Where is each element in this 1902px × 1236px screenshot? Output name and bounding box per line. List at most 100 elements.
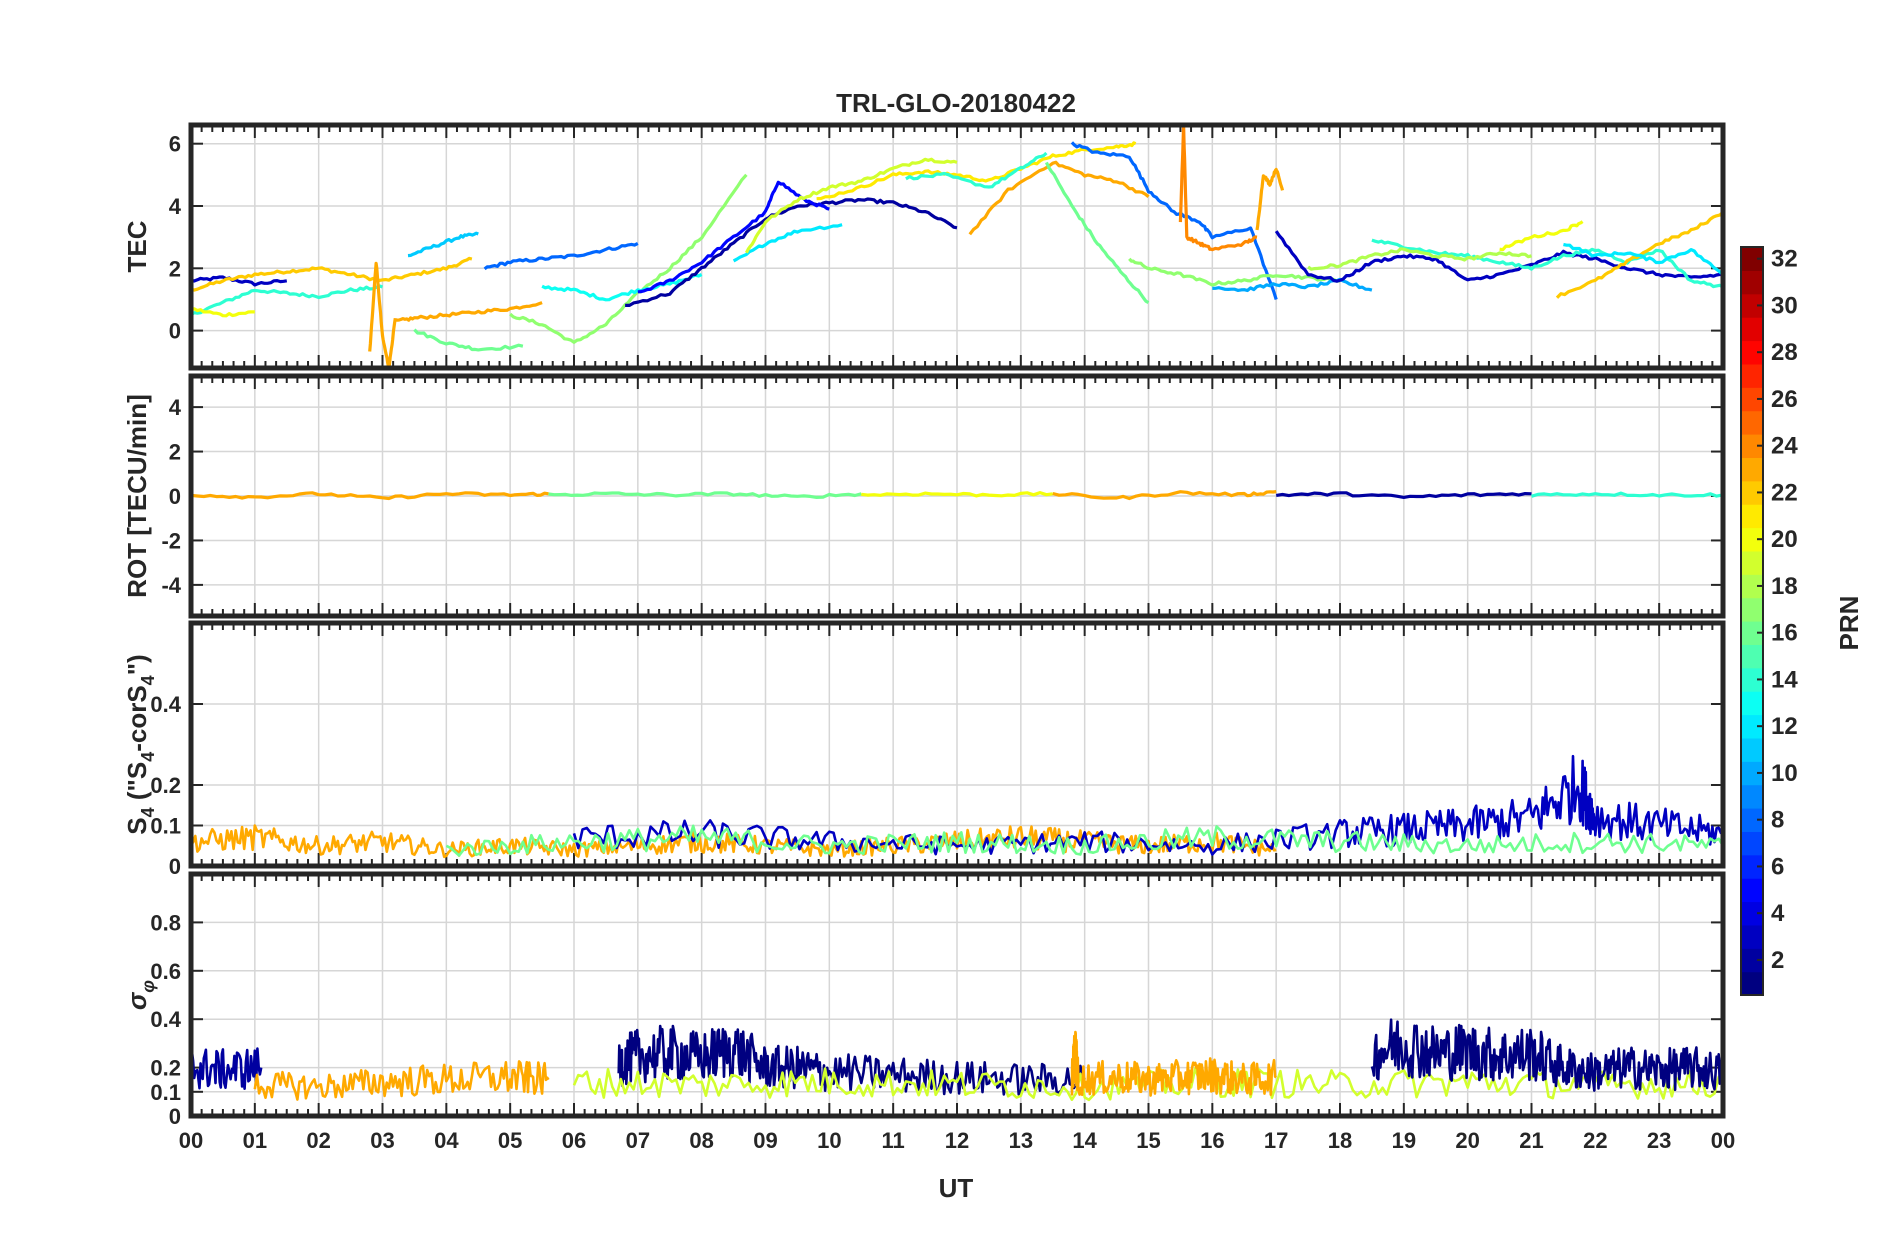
x-tick-label: 02: [306, 1128, 330, 1153]
colorbar-swatch: [1741, 550, 1763, 575]
series-line-prn-13: [541, 273, 703, 302]
colorbar-swatch: [1741, 924, 1763, 949]
y-axis-label: σφ: [122, 980, 158, 1010]
y-tick-label: 0.6: [150, 959, 181, 984]
colorbar-swatch: [1741, 597, 1763, 622]
series-line-prn-16: [445, 824, 1723, 857]
panel-rot: -4 -2 0 2 4 ROT [TECU/min]: [122, 373, 1726, 619]
panel-sigma: 00.10.2 0.4 0.6 0.8 σφ: [122, 871, 1726, 1129]
colorbar-swatch: [1741, 434, 1763, 458]
colorbar-tick-label: 22: [1771, 479, 1798, 506]
series-line-prn-14: [905, 151, 1048, 189]
x-tick-label: 05: [498, 1128, 522, 1153]
colorbar-swatch: [1741, 340, 1763, 365]
panel-data: [191, 754, 1723, 859]
series-line-prn-8: [483, 241, 639, 271]
series-line-prn-5: [637, 180, 830, 294]
colorbar-swatch: [1741, 691, 1763, 716]
series-line-prn-20: [861, 491, 1054, 498]
y-tick-label: -2: [161, 528, 181, 553]
colorbar-swatch: [1741, 480, 1763, 505]
series-line-prn-16: [1044, 161, 1150, 305]
series-line-prn-24: [1178, 125, 1258, 252]
series-line-prn-23: [191, 824, 1277, 859]
panel-data: [191, 490, 1723, 501]
colorbar-swatch: [1741, 621, 1763, 645]
series-line-prn-20: [191, 307, 255, 318]
series-line-prn-22: [191, 256, 473, 292]
x-tick-label: 23: [1647, 1128, 1671, 1153]
panel-tec: 0 2 4 6 TEC: [122, 122, 1726, 371]
colorbar-swatch: [1741, 363, 1763, 388]
series-line-prn-23: [968, 160, 1150, 236]
x-tick-label: 20: [1455, 1128, 1479, 1153]
series-line-prn-8: [1070, 141, 1278, 300]
y-axis-label: TEC: [122, 220, 152, 272]
series-line-prn-12: [732, 223, 843, 263]
series-line-prn-2: [1275, 491, 1532, 499]
colorbar-swatch: [1741, 667, 1763, 692]
series-line-prn-20: [1499, 220, 1584, 252]
y-tick-label: 0.4: [150, 1007, 181, 1032]
series-line-prn-23: [1255, 167, 1285, 231]
series-line-prn-14: [1371, 238, 1723, 289]
series-line-prn-21: [816, 141, 1137, 201]
colorbar-tick-label: 2: [1771, 947, 1784, 974]
y-tick-label: 6: [169, 132, 181, 157]
series-line-prn-17: [1128, 257, 1341, 287]
axes-box: [188, 871, 1726, 1119]
colorbar-swatch: [1741, 527, 1763, 552]
colorbar-tick-label: 20: [1771, 526, 1798, 553]
colorbar-swatch: [1741, 387, 1763, 412]
x-tick-label: 09: [753, 1128, 777, 1153]
series-line-prn-1: [617, 1024, 1086, 1096]
colorbar-tick-label: 30: [1771, 292, 1798, 319]
series-line-prn-23: [368, 261, 397, 368]
y-tick-label: 0: [169, 484, 181, 509]
x-tick-label: 16: [1200, 1128, 1224, 1153]
chart-title: TRL-GLO-20180422: [836, 88, 1076, 118]
x-tick-label: 19: [1392, 1128, 1416, 1153]
colorbar-swatch: [1741, 270, 1763, 295]
series-line-prn-12: [1563, 242, 1723, 276]
x-axis-label: UT: [939, 1173, 974, 1203]
x-tick-label: 17: [1264, 1128, 1288, 1153]
colorbar-swatch: [1741, 317, 1763, 342]
series-line-prn-19: [744, 157, 958, 254]
colorbar-swatch: [1741, 878, 1763, 903]
colorbar-swatch: [1741, 761, 1763, 786]
y-tick-label: 0: [169, 319, 181, 344]
colorbar-swatch: [1741, 247, 1763, 271]
series-line-prn-3: [1274, 230, 1723, 283]
colorbar-frame: [1740, 246, 1764, 996]
series-line-prn-16: [548, 491, 862, 499]
series-line-prn-1: [1370, 1018, 1723, 1092]
x-tick-labels: 00 01 02 03 04 05 06 07 08 09 10 11 12 13 14 15 16 17 18 19…: [179, 1128, 1735, 1153]
y-tick-label: 0.2: [150, 773, 181, 798]
series-line-prn-17: [509, 173, 748, 344]
axes-box: [188, 122, 1726, 371]
series-line-prn-2: [191, 1047, 263, 1090]
colorbar-tick-label: 12: [1771, 713, 1798, 740]
colorbar-tick-label: 26: [1771, 386, 1798, 413]
colorbar-swatch: [1741, 644, 1763, 669]
series-line-prn-18: [1307, 247, 1532, 271]
y-tick-label: 2: [169, 440, 181, 465]
y-tick-label: -4: [161, 573, 181, 598]
y-tick-label: 0.4: [150, 692, 181, 717]
colorbar-swatch: [1741, 971, 1763, 996]
x-tick-label: 08: [689, 1128, 713, 1153]
colorbar-tick-label: 10: [1771, 760, 1798, 787]
panel-s4: 0 0.1 0.2 0.4S4 ("S4-corS4"): [122, 620, 1726, 879]
x-tick-label: 10: [817, 1128, 841, 1153]
series-line-prn-14: [1531, 491, 1723, 498]
x-tick-label: 22: [1583, 1128, 1607, 1153]
y-tick-label: 0.1: [150, 814, 181, 839]
colorbar-swatch: [1741, 574, 1763, 599]
series-line-prn-16: [413, 328, 524, 352]
axes-box: [188, 620, 1726, 869]
colorbar-tick-label: 16: [1771, 620, 1798, 647]
colorbar-swatch: [1741, 457, 1763, 482]
x-tick-label: 15: [1136, 1128, 1160, 1153]
